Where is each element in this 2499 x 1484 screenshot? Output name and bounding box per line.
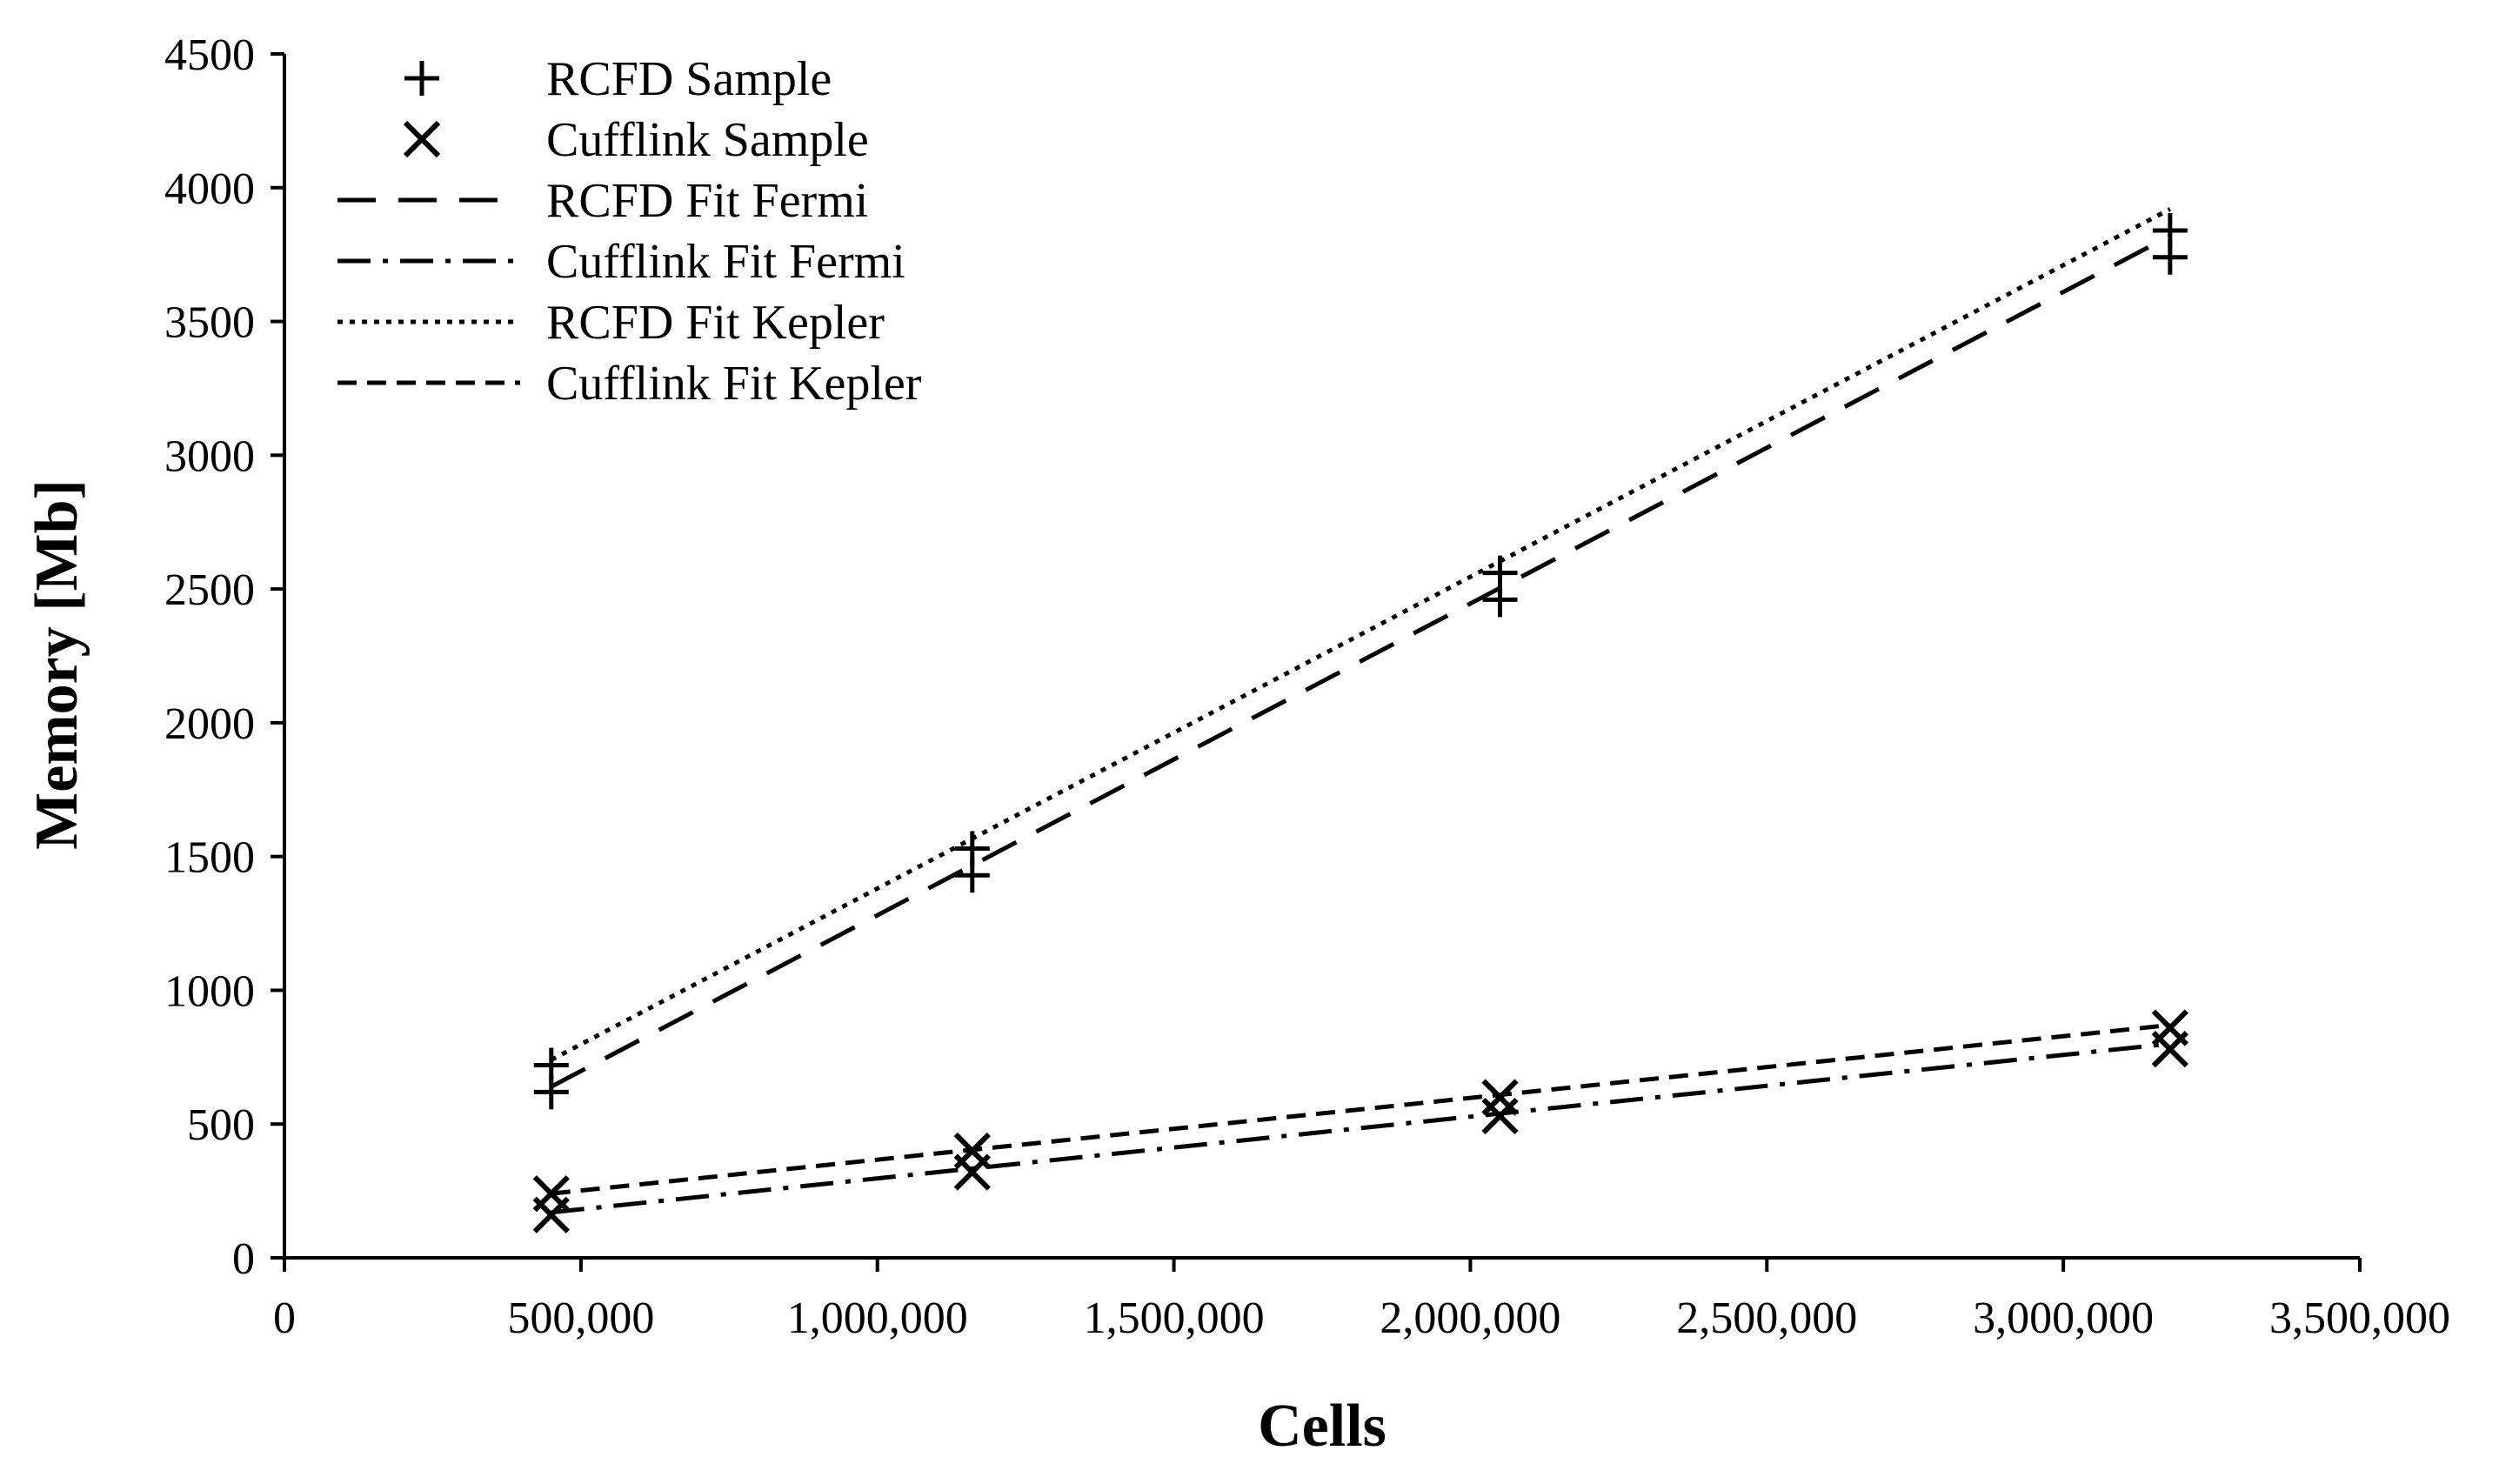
x-ticks: 0 500,000 1,000,000 1,500,000 2,000,000 2,500… xyxy=(273,1258,2450,1343)
x-axis-title: Cells xyxy=(1258,1393,1386,1460)
y-tick-label: 3000 xyxy=(164,431,255,481)
legend-item-cufflink-fit-fermi: Cufflink Fit Fermi xyxy=(337,235,905,289)
x-tick-label: 2,000,000 xyxy=(1380,1293,1560,1343)
axes-layer: 0 500,000 1,000,000 1,500,000 2,000,000 2,500… xyxy=(164,30,2450,1343)
x-tick-label: 1,000,000 xyxy=(787,1293,968,1343)
sample-markers-layer xyxy=(532,212,2188,1233)
series-line-cufflink-fit-fermi xyxy=(551,1041,2171,1215)
legend-label: RCFD Fit Fermi xyxy=(546,174,868,228)
data-point-cufflink-sample xyxy=(2151,1009,2188,1046)
series-line-rcfd-fit-kepler xyxy=(550,207,2172,1062)
data-point-rcfd-sample xyxy=(954,831,990,866)
x-tick-label: 2,500,000 xyxy=(1676,1293,1857,1343)
legend-label: RCFD Sample xyxy=(546,52,832,106)
legend: RCFD Sample Cufflink Sample RCFD Fit Fermi… xyxy=(337,52,922,411)
y-tick-label: 4500 xyxy=(164,30,255,80)
legend-item-rcfd-fit-kepler: RCFD Fit Kepler xyxy=(337,296,885,350)
y-tick-label: 1000 xyxy=(164,966,255,1016)
data-point-cufflink-sample xyxy=(1481,1079,1519,1116)
legend-item-cufflink-sample: Cufflink Sample xyxy=(403,113,869,167)
data-point-cufflink-sample xyxy=(532,1175,570,1213)
data-point-rcfd-sample xyxy=(1482,555,1518,591)
x-tick-label: 0 xyxy=(273,1293,296,1343)
data-point-rcfd-sample xyxy=(533,1047,569,1083)
data-point-rcfd-sample xyxy=(2152,212,2188,248)
y-tick-label: 500 xyxy=(187,1100,255,1150)
y-tick-label: 4000 xyxy=(164,164,255,214)
data-point-cufflink-sample xyxy=(953,1132,991,1170)
x-tick-label: 1,500,000 xyxy=(1084,1293,1265,1343)
x-tick-label: 500,000 xyxy=(507,1293,654,1343)
legend-label: Cufflink Fit Fermi xyxy=(546,235,905,289)
y-axis-title: Memory [Mb] xyxy=(23,479,90,850)
legend-item-rcfd-fit-fermi: RCFD Fit Fermi xyxy=(337,174,868,228)
y-ticks: 0 500 1000 1500 2000 2500 3000 3500 4000 4500 xyxy=(164,30,284,1284)
y-tick-label: 1500 xyxy=(164,833,255,883)
legend-item-cufflink-fit-kepler: Cufflink Fit Kepler xyxy=(337,357,922,411)
legend-label: Cufflink Sample xyxy=(546,113,869,167)
legend-item-rcfd-sample: RCFD Sample xyxy=(404,52,832,106)
legend-label: RCFD Fit Kepler xyxy=(546,296,885,350)
x-tick-label: 3,500,000 xyxy=(2269,1293,2450,1343)
legend-swatch xyxy=(403,120,441,158)
y-tick-label: 2500 xyxy=(164,565,255,615)
x-tick-label: 3,000,000 xyxy=(1973,1293,2154,1343)
series-line-rcfd-fit-fermi xyxy=(550,233,2172,1089)
y-tick-label: 0 xyxy=(232,1234,255,1284)
legend-label: Cufflink Fit Kepler xyxy=(546,357,922,411)
legend-swatch xyxy=(404,61,439,96)
y-tick-label: 2000 xyxy=(164,699,255,749)
series-line-cufflink-fit-kepler xyxy=(551,1022,2171,1196)
y-tick-label: 3500 xyxy=(164,298,255,348)
fit-lines-layer xyxy=(550,207,2172,1215)
